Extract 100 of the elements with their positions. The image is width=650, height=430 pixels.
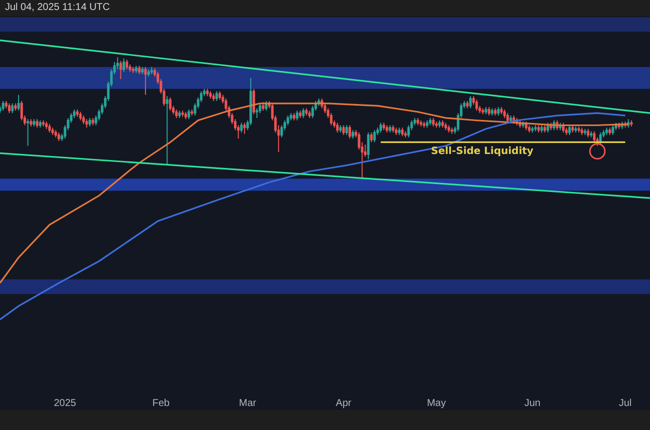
candlestick (308, 110, 311, 118)
candlestick (497, 106, 500, 116)
candlestick (382, 122, 386, 131)
candlestick (482, 108, 484, 115)
candlestick (571, 124, 574, 134)
candlestick (209, 90, 212, 100)
candlestick (243, 122, 246, 134)
candlestick (17, 94, 20, 112)
candlestick (568, 124, 571, 136)
candlestick (206, 88, 209, 97)
candlestick (258, 102, 262, 114)
x-tick-label: 2025 (54, 398, 77, 409)
candlestick (4, 100, 8, 109)
candlestick (608, 127, 612, 136)
candlestick (132, 66, 134, 74)
candlestick (166, 96, 168, 165)
candlestick (407, 124, 410, 138)
text: Jul 04, 2025 11:14 UTC (5, 2, 110, 13)
candlestick (82, 115, 85, 125)
candlestick (426, 120, 428, 128)
candlestick (435, 121, 438, 128)
candlestick (14, 102, 17, 112)
candlestick (388, 124, 392, 134)
candlestick (565, 127, 568, 136)
candlestick (494, 108, 496, 116)
candlestick (181, 110, 184, 118)
candlestick (286, 115, 290, 126)
candlestick (79, 111, 82, 121)
candlestick (534, 124, 537, 132)
candlestick (76, 108, 79, 118)
candlestick (184, 111, 187, 120)
candlestick (150, 66, 153, 75)
candlestick (175, 108, 178, 118)
candlestick (240, 122, 243, 134)
candlestick (370, 132, 373, 143)
candlestick (438, 120, 441, 128)
candlestick (190, 108, 194, 116)
candlestick (503, 108, 506, 118)
candlestick (26, 118, 30, 146)
candlestick (450, 127, 454, 134)
candlestick (218, 90, 222, 100)
candlestick (85, 118, 88, 128)
candlestick (401, 127, 404, 137)
candlestick (612, 124, 614, 136)
candlestick (38, 120, 42, 128)
candlestick (58, 132, 60, 142)
candlestick (348, 124, 352, 140)
candlestick (2, 100, 4, 112)
candlestick (392, 124, 394, 134)
candlestick (168, 96, 172, 112)
candlestick (578, 126, 580, 134)
candlestick (593, 130, 596, 143)
candlestick (298, 110, 302, 118)
candlestick (422, 121, 426, 128)
candlestick (531, 126, 534, 134)
candlestick (252, 88, 256, 115)
candlestick (537, 124, 540, 134)
candlestick (11, 102, 14, 114)
candlestick (420, 120, 422, 127)
candlestick (88, 117, 92, 127)
candlestick (141, 66, 144, 75)
candlestick (48, 124, 51, 134)
candlestick (215, 90, 218, 102)
candlestick (524, 121, 528, 131)
candlestick (352, 130, 354, 140)
candlestick (188, 108, 190, 120)
candlestick (36, 118, 38, 128)
candlestick (398, 127, 401, 136)
x-tick-label: Mar (239, 398, 257, 409)
candlestick (580, 127, 584, 136)
candlestick (292, 112, 296, 121)
candlestick (296, 110, 298, 121)
candlestick (586, 128, 590, 138)
candlestick (414, 117, 416, 126)
candlestick (574, 126, 577, 134)
candlestick (544, 124, 546, 134)
candlestick (51, 127, 54, 136)
candlestick (126, 59, 128, 70)
candlestick (540, 124, 543, 134)
candlestick (441, 120, 444, 128)
candlestick (305, 108, 308, 116)
x-tick-label: May (426, 398, 446, 409)
candlestick (20, 100, 23, 121)
candlestick (528, 124, 531, 134)
candlestick (178, 110, 181, 118)
candlestick (379, 122, 382, 134)
candlestick (92, 117, 94, 126)
candlestick (262, 102, 264, 112)
candlestick (45, 121, 48, 130)
candlestick (386, 124, 388, 134)
candlestick (249, 77, 252, 126)
candlestick (119, 60, 122, 80)
candlestick (404, 130, 407, 138)
candlestick (484, 106, 488, 115)
x-tick-label: Feb (152, 398, 170, 409)
candlestick (311, 105, 314, 118)
candlestick (54, 130, 57, 138)
candlestick (448, 124, 450, 134)
candlestick (630, 120, 633, 127)
candlestick (144, 66, 147, 96)
